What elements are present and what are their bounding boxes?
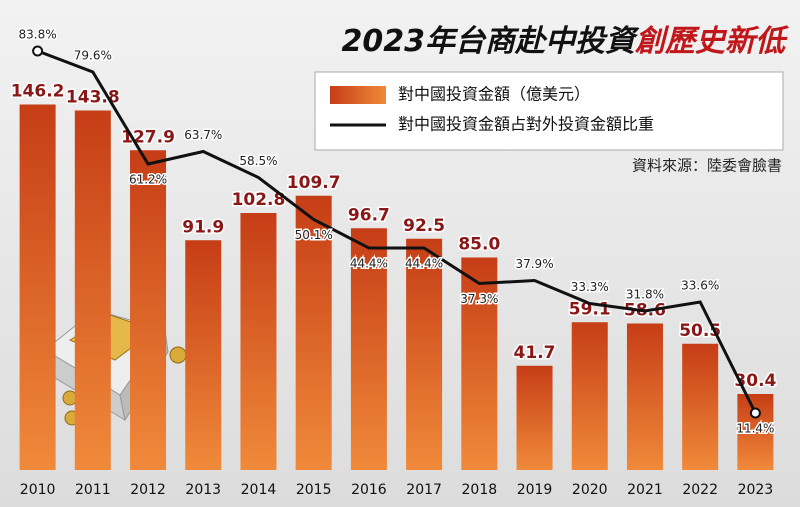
x-tick-label: 2016 xyxy=(351,482,387,498)
line-value-label: 33.3% xyxy=(571,280,609,294)
bar xyxy=(461,257,498,470)
x-tick-label: 2018 xyxy=(462,482,498,498)
line-value-label: 31.8% xyxy=(626,288,664,302)
bar xyxy=(626,323,663,470)
line-marker xyxy=(32,45,44,57)
source-note: 資料來源：陸委會臉書 xyxy=(632,157,782,175)
line-value-label: 44.4% xyxy=(405,257,443,271)
x-tick-label: 2011 xyxy=(75,482,111,498)
legend-swatch xyxy=(330,86,386,104)
line-value-label: 44.4% xyxy=(350,257,388,271)
x-tick-label: 2022 xyxy=(682,482,718,498)
bar xyxy=(406,238,443,470)
bar xyxy=(130,150,167,470)
bar-value-label: 30.4 xyxy=(734,371,776,391)
x-tick-label: 2015 xyxy=(296,482,332,498)
x-tick-label: 2019 xyxy=(517,482,553,498)
title-main: 2023年台商赴中投資 xyxy=(342,24,640,59)
x-tick-label: 2010 xyxy=(20,482,56,498)
x-tick-label: 2017 xyxy=(406,482,442,498)
bar-value-label: 85.0 xyxy=(458,235,500,255)
line-value-label: 37.9% xyxy=(515,257,553,271)
line-value-label: 61.2% xyxy=(129,173,167,187)
bar-value-label: 146.2 xyxy=(11,82,65,102)
x-tick-label: 2020 xyxy=(572,482,608,498)
line-value-label: 83.8% xyxy=(19,28,57,42)
bar-value-label: 92.5 xyxy=(403,216,445,236)
bar xyxy=(295,195,332,470)
bar xyxy=(516,365,553,470)
x-tick-label: 2023 xyxy=(738,482,774,498)
line-marker xyxy=(749,407,761,419)
bar xyxy=(19,104,56,470)
bar xyxy=(74,110,111,470)
legend-label: 對中國投資金額占對外投資金額比重 xyxy=(398,115,654,134)
bar-value-label: 91.9 xyxy=(182,217,224,237)
line-value-label: 58.5% xyxy=(239,154,277,168)
line-value-label: 33.6% xyxy=(681,279,719,293)
bar xyxy=(185,240,222,470)
line xyxy=(37,49,757,414)
line-value-label: 79.6% xyxy=(74,49,112,63)
bar xyxy=(571,322,608,470)
bar xyxy=(682,343,719,470)
title-highlight: 創歷史新低 xyxy=(635,24,789,59)
bar-value-label: 96.7 xyxy=(348,205,390,225)
bar-value-label: 41.7 xyxy=(514,343,556,363)
legend-box xyxy=(314,71,784,151)
legend-label: 對中國投資金額（億美元） xyxy=(398,85,590,104)
chart-title: 2023年台商赴中投資創歷史新低 xyxy=(342,24,789,59)
line-value-label: 11.4% xyxy=(736,422,774,436)
x-tick-label: 2014 xyxy=(241,482,277,498)
x-tick-label: 2012 xyxy=(130,482,166,498)
bar xyxy=(240,213,277,470)
bar-value-label: 102.8 xyxy=(232,190,286,210)
line-value-label: 63.7% xyxy=(184,128,222,142)
line-value-label: 37.3% xyxy=(460,292,498,306)
bar-value-label: 109.7 xyxy=(287,173,341,193)
x-tick-label: 2021 xyxy=(627,482,663,498)
bar xyxy=(350,228,387,470)
bar xyxy=(737,394,774,470)
x-tick-label: 2013 xyxy=(185,482,221,498)
line-value-label: 50.1% xyxy=(295,228,333,242)
